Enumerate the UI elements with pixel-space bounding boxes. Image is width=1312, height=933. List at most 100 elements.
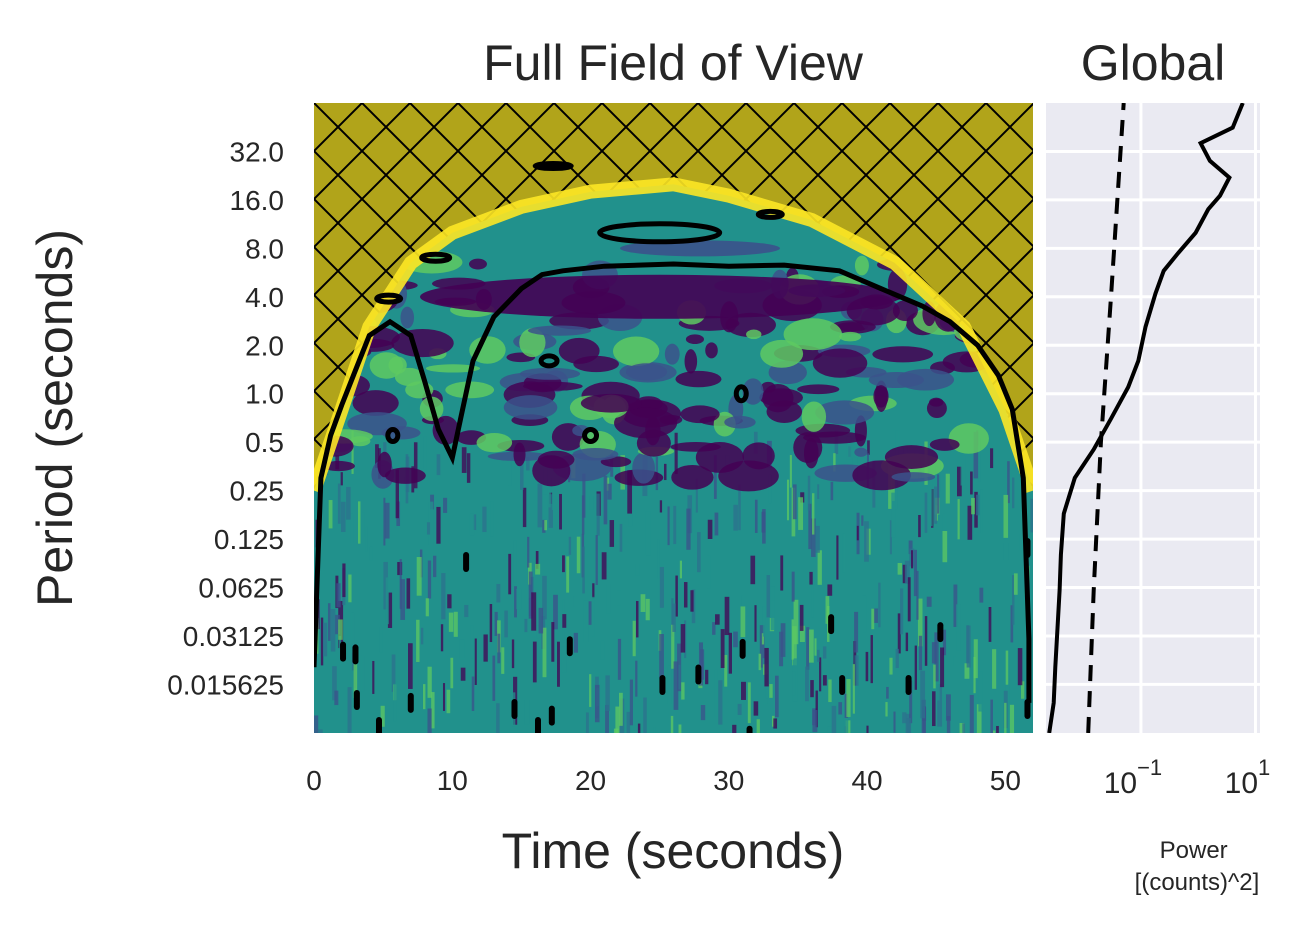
power-blob — [625, 363, 668, 381]
power-streak — [447, 594, 452, 609]
power-streak — [967, 505, 973, 540]
power-band — [420, 274, 900, 319]
power-streak — [679, 560, 682, 579]
power-streak — [993, 730, 996, 733]
main-y-tick-label: 0.03125 — [183, 621, 284, 652]
power-streak — [842, 533, 845, 573]
power-streak — [494, 736, 498, 783]
power-streak — [348, 574, 352, 603]
power-streak — [357, 501, 361, 544]
power-streak — [535, 563, 541, 575]
power-streak — [511, 639, 515, 669]
power-streak — [659, 500, 663, 513]
power-streak — [379, 626, 383, 653]
power-streak — [996, 725, 999, 733]
power-blob — [664, 343, 680, 365]
power-streak — [792, 626, 797, 666]
power-streak — [395, 469, 399, 519]
power-streak — [893, 711, 896, 733]
power-streak — [501, 647, 505, 674]
power-streak — [353, 664, 358, 698]
power-streak — [466, 453, 471, 483]
power-streak — [909, 680, 913, 724]
power-streak — [970, 471, 973, 495]
power-blob — [632, 452, 655, 484]
power-streak — [516, 588, 522, 610]
power-streak — [799, 604, 804, 631]
power-blob — [742, 442, 775, 470]
power-streak — [615, 706, 620, 733]
power-streak — [856, 525, 859, 541]
power-streak — [426, 522, 431, 535]
power-streak — [940, 647, 945, 688]
significance-mark — [739, 638, 746, 659]
power-streak — [428, 501, 434, 546]
power-streak — [328, 500, 333, 529]
power-streak — [538, 607, 544, 634]
power-streak — [583, 600, 589, 643]
power-streak — [471, 676, 475, 711]
power-streak — [846, 436, 852, 460]
power-streak — [870, 635, 873, 684]
power-streak — [924, 616, 928, 666]
main-y-tick-label: 32.0 — [230, 136, 285, 167]
power-streak — [805, 666, 809, 702]
power-streak — [700, 705, 706, 721]
power-streak — [431, 692, 435, 729]
power-blob — [839, 331, 862, 342]
cone-of-influence-hatch — [314, 103, 1033, 491]
power-streak — [470, 625, 474, 659]
power-streak — [340, 501, 346, 532]
significance-island — [419, 251, 453, 264]
power-streak — [496, 583, 501, 603]
power-streak — [513, 540, 517, 583]
power-streak — [674, 432, 678, 475]
power-streak — [678, 724, 682, 733]
power-streak — [733, 504, 738, 531]
power-streak — [964, 663, 970, 679]
power-streak — [659, 566, 664, 608]
main-x-axis-label: Time (seconds) — [502, 823, 845, 879]
power-streak — [750, 555, 756, 585]
power-streak — [678, 664, 681, 690]
power-streak — [330, 609, 336, 652]
power-streak — [504, 610, 508, 638]
power-streak — [976, 494, 980, 516]
significance-island — [532, 160, 574, 171]
main-x-tick-label: 0 — [306, 765, 322, 796]
power-streak — [707, 519, 713, 539]
power-streak — [338, 619, 343, 640]
power-streak — [815, 525, 820, 553]
power-blob — [634, 396, 663, 412]
power-streak — [740, 606, 746, 638]
power-streak — [1005, 650, 1009, 685]
power-streak — [737, 703, 742, 715]
significance-mark — [534, 716, 541, 733]
power-streak — [1013, 573, 1018, 595]
power-streak — [464, 604, 469, 618]
power-streak — [937, 684, 943, 727]
power-streak — [931, 642, 937, 664]
power-streak — [833, 453, 836, 472]
power-streak — [988, 607, 992, 642]
power-streak — [926, 596, 932, 607]
power-streak — [957, 499, 960, 540]
power-streak — [336, 583, 341, 608]
global-x-tick-label: 101 — [1225, 755, 1271, 800]
power-blob — [445, 381, 495, 399]
power-streak — [974, 491, 978, 528]
power-streak — [946, 716, 951, 733]
power-streak — [904, 560, 910, 584]
power-streak — [759, 625, 765, 668]
power-streak — [469, 513, 475, 536]
significance-mark — [463, 552, 470, 573]
power-streak — [953, 656, 956, 667]
power-streak — [601, 552, 607, 580]
power-streak — [544, 520, 547, 531]
significance-mark — [937, 622, 944, 643]
power-streak — [816, 649, 820, 662]
power-blob — [469, 336, 506, 364]
power-streak — [764, 647, 769, 687]
power-streak — [738, 484, 741, 531]
power-streak — [920, 670, 926, 719]
